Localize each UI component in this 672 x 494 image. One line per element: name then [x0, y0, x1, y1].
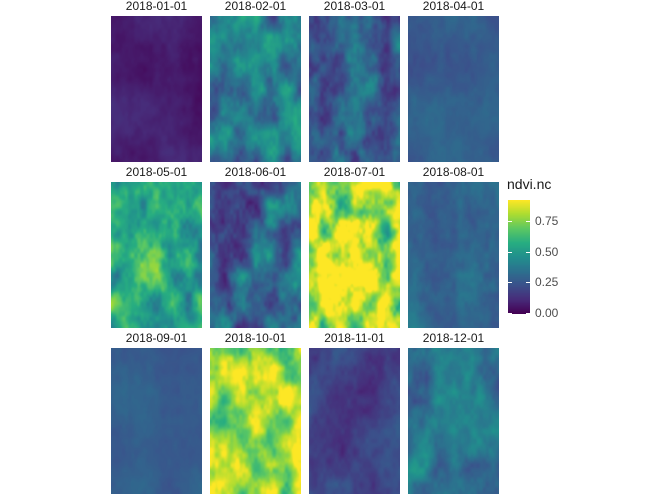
facet-panel — [309, 348, 400, 494]
ndvi-raster — [309, 348, 400, 494]
legend-colorbar — [508, 200, 530, 314]
facet-strip-label: 2018-04-01 — [422, 0, 485, 13]
ndvi-raster — [111, 348, 202, 494]
facet-panel — [210, 16, 301, 162]
ndvi-raster — [309, 182, 400, 328]
facet-panel — [111, 16, 202, 162]
ndvi-raster — [309, 16, 400, 162]
ndvi-raster — [408, 348, 499, 494]
facet-panel — [408, 182, 499, 328]
legend-tick-label: 0.00 — [535, 306, 559, 320]
facet-panel — [309, 182, 400, 328]
facet-strip-label: 2018-05-01 — [125, 165, 188, 179]
facet-strip-label: 2018-12-01 — [422, 331, 485, 345]
facet-strip-label: 2018-01-01 — [125, 0, 188, 13]
ndvi-raster — [408, 16, 499, 162]
facet-panel — [111, 348, 202, 494]
legend-tick-mark — [508, 221, 512, 222]
legend-tick-label: 0.25 — [535, 275, 559, 289]
ndvi-raster — [210, 182, 301, 328]
facet-panel — [408, 348, 499, 494]
facet-strip-label: 2018-06-01 — [224, 165, 287, 179]
facet-strip-label: 2018-02-01 — [224, 0, 287, 13]
facet-panel — [309, 16, 400, 162]
ndvi-raster — [408, 182, 499, 328]
legend-tick-mark — [526, 221, 530, 222]
facet-panel — [210, 182, 301, 328]
facet-strip-label: 2018-11-01 — [324, 331, 385, 345]
facet-strip-label: 2018-03-01 — [323, 0, 386, 13]
facet-panel — [408, 16, 499, 162]
legend-tick-label: 0.75 — [535, 214, 559, 228]
ndvi-raster — [210, 348, 301, 494]
ndvi-raster — [210, 16, 301, 162]
legend-tick-mark — [508, 282, 512, 283]
facet-panel — [111, 182, 202, 328]
facet-panel — [210, 348, 301, 494]
facet-strip-label: 2018-08-01 — [422, 165, 485, 179]
facet-strip-label: 2018-07-01 — [323, 165, 386, 179]
legend-tick-mark — [508, 252, 512, 253]
ndvi-raster — [111, 182, 202, 328]
facet-strip-label: 2018-10-01 — [224, 331, 287, 345]
legend-tick-mark — [526, 252, 530, 253]
ndvi-raster — [111, 16, 202, 162]
legend-title: ndvi.nc — [507, 176, 552, 192]
legend-tick-mark — [526, 282, 530, 283]
legend-tick-label: 0.50 — [535, 245, 559, 259]
legend-tick-mark — [508, 313, 512, 314]
facet-strip-label: 2018-09-01 — [125, 331, 188, 345]
legend-tick-mark — [526, 313, 530, 314]
